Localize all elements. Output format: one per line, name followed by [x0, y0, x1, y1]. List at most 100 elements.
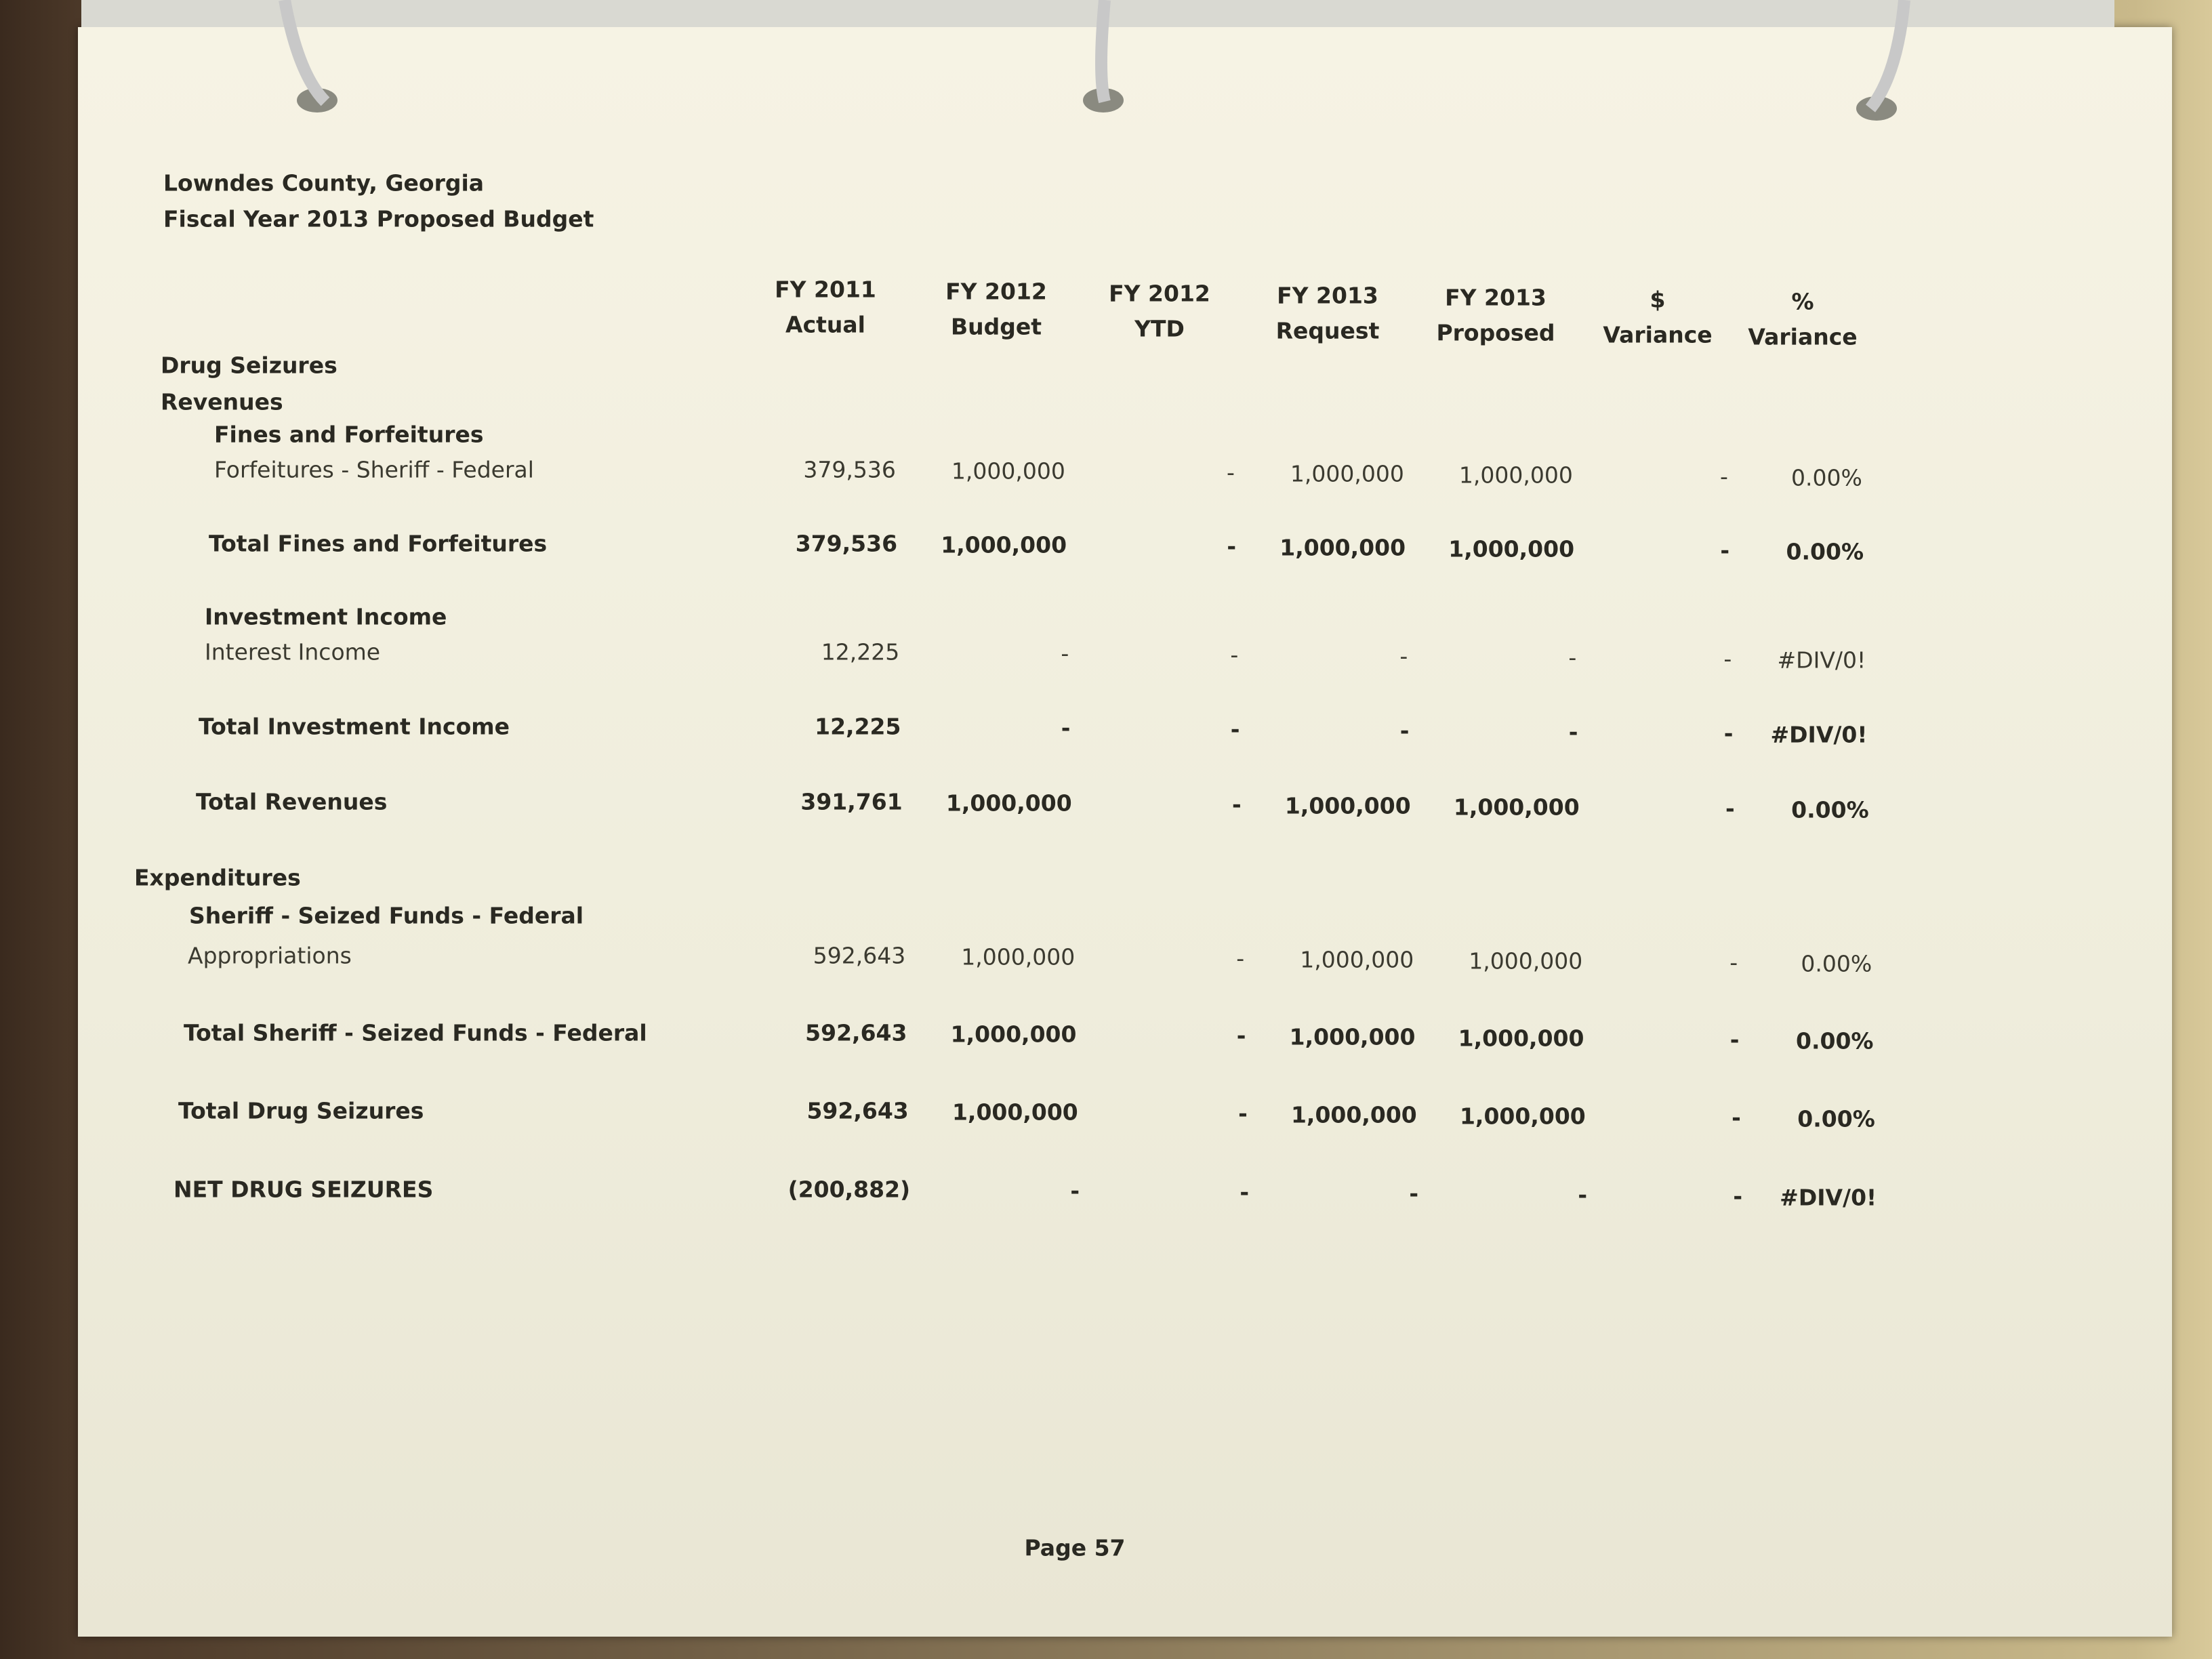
cell: 1,000,000: [1279, 534, 1406, 561]
column-header: Variance: [1603, 321, 1713, 348]
row-label: Investment Income: [205, 603, 447, 630]
row-label: Interest Income: [205, 638, 381, 665]
cell: 1,000,000: [1290, 460, 1404, 487]
row-label: Total Investment Income: [199, 713, 510, 740]
column-header: FY 2013: [1277, 282, 1378, 309]
cell: -: [1409, 1180, 1419, 1207]
cell: 1,000,000: [950, 1021, 1077, 1048]
cell: -: [1723, 645, 1732, 672]
cell: -: [1719, 463, 1728, 490]
cell: -: [1399, 717, 1410, 744]
cell: #DIV/0!: [1780, 1184, 1877, 1211]
cell: 0.00%: [1801, 950, 1872, 977]
cell: 12,225: [815, 713, 901, 740]
cell: -: [1720, 537, 1730, 564]
row-label: Total Fines and Forfeitures: [209, 530, 548, 557]
cell: 1,000,000: [1459, 1103, 1586, 1130]
cell: -: [1236, 1022, 1246, 1049]
column-header: FY 2011: [775, 276, 876, 303]
cell: -: [1240, 1179, 1250, 1206]
row-label: Forfeitures - Sheriff - Federal: [214, 456, 534, 483]
cell: 0.00%: [1791, 464, 1862, 491]
cell: -: [1732, 1104, 1741, 1131]
cell: 1,000,000: [1289, 1023, 1416, 1050]
cell: -: [1230, 641, 1239, 668]
cell: 0.00%: [1795, 1027, 1874, 1054]
ring: [1865, 0, 1910, 112]
cell: -: [1230, 716, 1240, 743]
cell: 1,000,000: [945, 790, 1072, 817]
cell: 1,000,000: [1458, 462, 1573, 489]
cell: 379,536: [795, 530, 898, 557]
cell: -: [1236, 945, 1245, 972]
cell: 12,225: [821, 638, 900, 665]
cell: -: [1578, 1181, 1588, 1208]
cell: -: [1733, 1183, 1743, 1210]
cell: -: [1723, 720, 1734, 747]
cell: 592,643: [806, 1097, 909, 1124]
ring: [1095, 0, 1111, 104]
cell: #DIV/0!: [1770, 721, 1868, 748]
cell: 0.00%: [1797, 1105, 1875, 1132]
row-label: NET DRUG SEIZURES: [173, 1176, 434, 1203]
column-header: FY 2012: [945, 278, 1047, 305]
cell: 1,000,000: [1458, 1025, 1584, 1052]
column-header: Proposed: [1436, 319, 1555, 346]
cell: 1,000,000: [1448, 535, 1575, 562]
cell: 592,643: [805, 1019, 907, 1046]
cell: 1,000,000: [1290, 1101, 1417, 1128]
binder-rings: [81, 0, 2114, 121]
column-header: Budget: [950, 313, 1042, 340]
row-label: Drug Seizures: [161, 352, 337, 379]
row-label: Appropriations: [188, 942, 352, 969]
paper: [78, 27, 2172, 1637]
column-header: Variance: [1748, 323, 1858, 350]
cell: -: [1725, 795, 1735, 822]
cell: 1,000,000: [1284, 792, 1411, 819]
cell: 0.00%: [1786, 538, 1864, 565]
cell: 1,000,000: [951, 1099, 1078, 1126]
cell: 379,536: [803, 456, 896, 483]
cell: 0.00%: [1791, 796, 1869, 823]
cell: -: [1061, 640, 1069, 667]
cell: -: [1399, 642, 1408, 670]
cell: -: [1568, 644, 1577, 671]
column-header: FY 2012: [1109, 280, 1210, 307]
column-header: $: [1650, 286, 1666, 313]
row-label: Fines and Forfeitures: [214, 421, 484, 448]
cell: -: [1226, 459, 1235, 486]
row-label: Total Sheriff - Seized Funds - Federal: [184, 1019, 647, 1046]
column-header: %: [1791, 288, 1814, 315]
cell: 1,000,000: [1469, 947, 1583, 975]
column-header: YTD: [1134, 315, 1185, 342]
cell: -: [1729, 949, 1738, 976]
row-label: Total Drug Seizures: [178, 1097, 424, 1124]
cell: 391,761: [800, 788, 903, 815]
cell: 1,000,000: [941, 531, 1067, 558]
cell: -: [1231, 791, 1242, 818]
column-header: Request: [1275, 317, 1380, 344]
cell: -: [1729, 1026, 1740, 1053]
cell: -: [1061, 714, 1071, 741]
cell: 592,643: [813, 942, 906, 969]
cell: -: [1238, 1100, 1248, 1127]
cell: -: [1227, 533, 1237, 560]
row-label: Sheriff - Seized Funds - Federal: [189, 902, 584, 929]
cell: #DIV/0!: [1777, 647, 1866, 674]
cell: 1,000,000: [961, 943, 1076, 970]
column-header: Actual: [785, 311, 865, 338]
cell: -: [1070, 1177, 1080, 1204]
header-line: Fiscal Year 2013 Proposed Budget: [163, 205, 594, 232]
row-label: Expenditures: [134, 864, 301, 891]
page-number: Page 57: [1024, 1534, 1126, 1561]
header-line: Lowndes County, Georgia: [163, 169, 485, 197]
row-label: Revenues: [161, 388, 283, 415]
cell: 1,000,000: [1453, 794, 1580, 821]
cell: (200,882): [787, 1176, 911, 1203]
cell: -: [1568, 718, 1578, 745]
cell: 1,000,000: [951, 457, 1065, 485]
column-header: FY 2013: [1445, 284, 1547, 311]
row-label: Total Revenues: [196, 788, 388, 815]
cell: 1,000,000: [1300, 946, 1414, 973]
